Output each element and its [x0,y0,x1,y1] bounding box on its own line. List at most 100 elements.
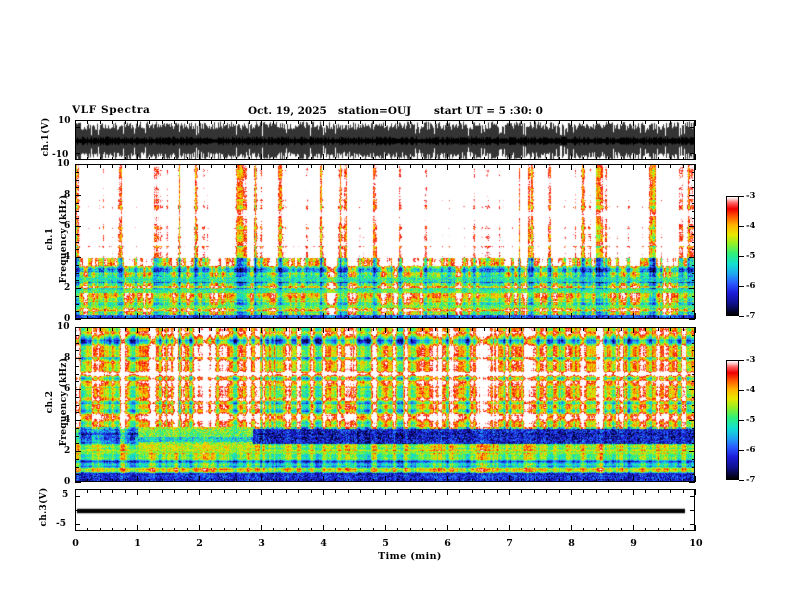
axis-tick [75,458,79,460]
axis-tick [633,164,634,170]
ch1-ytick-6: 6 [64,221,71,231]
ch1-spectrogram-image [76,165,694,318]
axis-tick [211,315,213,319]
axis-tick [87,164,89,168]
colorbar-ch2-tick [739,390,744,392]
axis-tick [335,527,337,531]
axis-tick [75,120,76,126]
axis-tick [112,315,114,319]
axis-tick [521,156,523,160]
axis-tick [199,313,200,319]
axis-tick [471,527,473,531]
axis-tick [75,334,79,336]
axis-tick [112,327,114,331]
x-axis-title: Time (min) [0,551,792,562]
axis-tick [695,476,696,482]
axis-tick [533,315,535,319]
ch2-spectrogram-image [76,328,694,481]
axis-tick [87,156,89,160]
axis-tick [310,478,312,482]
axis-tick [595,527,597,531]
x-axis-tick-3: 3 [258,538,265,549]
axis-tick [691,179,695,181]
axis-tick [447,476,448,482]
axis-tick [409,156,411,160]
axis-tick [509,120,510,126]
axis-tick [484,489,486,493]
colorbar-ch1-gradient [726,196,739,316]
axis-tick [496,478,498,482]
axis-tick [75,272,79,274]
axis-tick [261,489,262,495]
axis-tick [459,478,461,482]
axis-tick [385,313,386,319]
axis-tick [682,156,684,160]
colorbar-ch2-tick-label--6: -6 [746,445,756,455]
axis-tick [521,315,523,319]
axis-tick [273,327,275,331]
ch1-ytick-8: 8 [64,190,71,200]
axis-tick [298,315,300,319]
axis-tick [595,156,597,160]
axis-tick [690,510,695,511]
axis-tick [595,327,597,331]
axis-tick [447,327,448,333]
axis-tick [645,327,647,331]
axis-tick [459,327,461,331]
axis-tick [583,489,585,493]
axis-tick [509,313,510,319]
axis-tick [558,489,560,493]
axis-tick [385,120,386,126]
axis-tick [273,489,275,493]
axis-tick [691,218,695,220]
ch1-ytick-2: 2 [64,283,71,293]
axis-tick [75,164,76,170]
axis-tick [236,478,238,482]
axis-tick [484,164,486,168]
axis-tick [75,311,79,313]
ch2-ytick-6: 6 [64,384,71,394]
axis-tick [571,164,572,170]
axis-tick [199,525,200,531]
axis-tick [137,313,138,319]
axis-tick [211,527,213,531]
axis-tick [372,478,374,482]
axis-tick [595,120,597,124]
axis-tick [99,478,101,482]
axis-tick [434,164,436,168]
axis-tick [261,313,262,319]
axis-tick [496,327,498,331]
axis-tick [75,249,79,251]
axis-tick [546,527,548,531]
axis-tick [385,525,386,531]
axis-tick [521,478,523,482]
axis-tick [633,525,634,531]
axis-tick [409,315,411,319]
axis-tick [211,478,213,482]
axis-tick [608,527,610,531]
axis-tick [124,156,126,160]
axis-tick [459,315,461,319]
colorbar-ch1-tick-label--7: -7 [746,311,756,321]
axis-tick [409,478,411,482]
axis-tick [174,327,176,331]
axis-tick [223,478,225,482]
axis-tick [75,195,81,196]
axis-tick [620,527,622,531]
axis-tick [484,120,486,124]
axis-tick [691,443,695,445]
axis-tick [75,327,76,333]
colorbar-ch1-tick-label--4: -4 [746,221,756,231]
axis-tick [695,525,696,531]
axis-tick [186,478,188,482]
axis-tick [583,478,585,482]
axis-tick [236,156,238,160]
axis-tick [645,527,647,531]
axis-tick [422,527,424,531]
axis-tick [75,342,79,344]
axis-tick [633,489,634,495]
axis-tick [620,327,622,331]
axis-tick [112,164,114,168]
colorbar-ch1-tick [739,256,744,258]
ch3-waveform-axis-label: ch.3(V) [39,487,49,527]
